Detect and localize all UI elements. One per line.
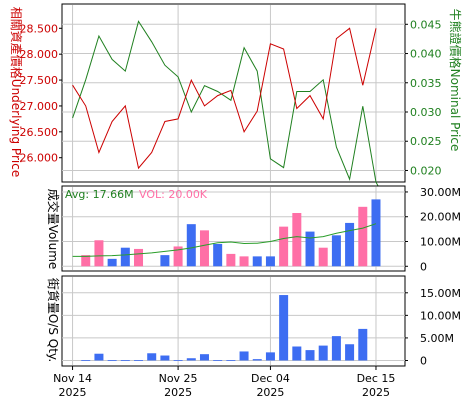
x-tick-year-3: 2025 (362, 386, 390, 399)
volume-bar-23 (371, 199, 381, 267)
volume-bar-18 (305, 231, 315, 267)
os-qty-bar-17 (292, 346, 302, 361)
os-qty-tick-label-0: 0 (420, 354, 427, 367)
x-tick-month-2: Dec 04 (251, 372, 290, 385)
volume-bar-7 (160, 255, 170, 267)
nominal-tick-label-5: 0.045 (410, 18, 442, 31)
volume-bar-3 (107, 258, 117, 267)
os-qty-bar-22 (358, 328, 368, 361)
nominal-price-axis-title: 牛熊證價格Nominal Price (448, 9, 463, 152)
volume-panel: 0 10.00M 20.00M 30.00M Avg: 17.66M VOL: 20.… (46, 185, 461, 273)
os-qty-bar-10 (199, 354, 209, 361)
volume-bar-9 (186, 224, 196, 267)
x-tick-month-0: Nov 14 (53, 372, 92, 385)
underlying-tick-label-1: 26.500 (20, 126, 59, 139)
os-qty-tick-label-1: 5.00M (420, 332, 454, 345)
volume-bar-20 (331, 235, 341, 267)
nominal-tick-label-1: 0.025 (410, 135, 442, 148)
volume-bar-17 (292, 213, 302, 267)
nominal-price-line (72, 20, 390, 206)
underlying-tick-label-3: 27.500 (20, 74, 59, 87)
volume-bar-12 (226, 253, 236, 267)
underlying-price-line (72, 27, 377, 170)
underlying-tick-label-0: 26.000 (20, 152, 59, 165)
volume-bar-2 (94, 240, 104, 267)
volume-tick-label-2: 20.00M (420, 211, 461, 224)
os-qty-bar-6 (147, 353, 157, 361)
os-qty-axis-title: 街貨量O/S Qty. (46, 278, 61, 362)
volume-bar-16 (279, 226, 289, 267)
os-qty-bar-1 (81, 360, 91, 361)
os-qty-bar-13 (239, 351, 249, 361)
x-tick-month-3: Dec 15 (357, 372, 396, 385)
volume-axis-title: 成交量Volume (46, 189, 61, 270)
underlying-tick-label-5: 28.500 (20, 22, 59, 35)
os-qty-bar-18 (305, 350, 315, 361)
os-qty-tick-label-3: 15.00M (420, 287, 461, 300)
volume-bar-14 (252, 256, 262, 267)
nominal-tick-label-4: 0.040 (410, 48, 442, 61)
volume-bar-21 (345, 222, 355, 267)
underlying-tick-label-2: 27.000 (20, 100, 59, 113)
volume-bar-10 (199, 230, 209, 267)
volume-bar-1 (81, 255, 91, 267)
volume-bar-5 (134, 248, 144, 267)
x-tick-year-1: 2025 (164, 386, 192, 399)
nominal-tick-label-3: 0.035 (410, 77, 442, 90)
nominal-tick-label-0: 0.020 (410, 164, 442, 177)
os-qty-bar-4 (120, 360, 130, 361)
os-qty-bar-14 (252, 359, 262, 361)
os-qty-tick-label-2: 10.00M (420, 309, 461, 322)
volume-tick-label-0: 0 (420, 260, 427, 273)
x-tick-month-1: Nov 25 (159, 372, 198, 385)
volume-bar-19 (318, 247, 328, 267)
x-tick-year-0: 2025 (59, 386, 87, 399)
volume-bar-11 (213, 243, 223, 267)
os-qty-panel: 0 5.00M 10.00M 15.00M 街貨量O/S Qty. (46, 275, 461, 367)
os-qty-bar-7 (160, 355, 170, 361)
price-panel: 26.000 26.500 27.000 27.500 28.000 28.500 0.0… (9, 3, 463, 206)
os-qty-bar-2 (94, 353, 104, 361)
os-qty-bar-19 (318, 345, 328, 361)
price-plot-frame (61, 3, 406, 183)
volume-bar-8 (173, 246, 183, 267)
volume-average-line (72, 223, 377, 257)
volume-bar-15 (265, 256, 275, 267)
volume-bar-4 (120, 247, 130, 267)
os-qty-bar-5 (134, 360, 144, 361)
avg-volume-label: Avg: 17.66M (65, 188, 134, 201)
underlying-price-axis-title: 相關資產價格Underlying Price (9, 7, 24, 177)
x-tick-year-2: 2025 (256, 386, 284, 399)
vol-label: VOL: 20.00K (139, 188, 208, 201)
os-qty-bar-15 (265, 352, 275, 361)
os-qty-bar-21 (345, 344, 355, 361)
os-qty-bar-8 (173, 360, 183, 361)
volume-tick-label-1: 10.00M (420, 236, 461, 249)
nominal-tick-label-2: 0.030 (410, 106, 442, 119)
underlying-tick-label-4: 28.000 (20, 48, 59, 61)
os-qty-bar-9 (186, 358, 196, 361)
os-qty-bar-20 (331, 336, 341, 361)
os-qty-bar-11 (213, 360, 223, 361)
volume-tick-label-3: 30.00M (420, 186, 461, 199)
os-qty-bar-16 (279, 295, 289, 361)
volume-bar-13 (239, 256, 249, 267)
os-qty-bar-12 (226, 360, 236, 361)
os-qty-bar-3 (107, 360, 117, 361)
volume-bar-22 (358, 206, 368, 267)
